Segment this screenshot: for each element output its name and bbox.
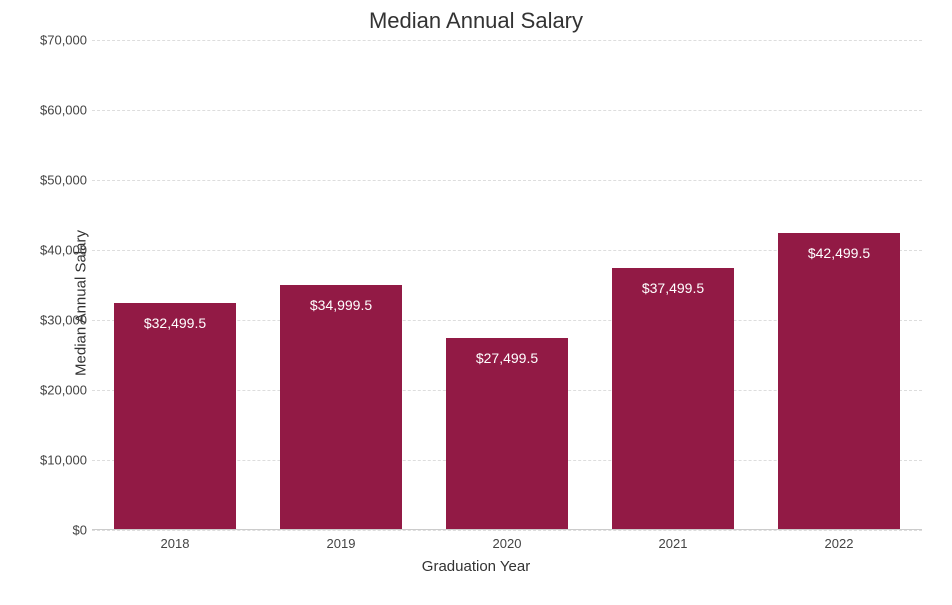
y-tick-label: $40,000 (27, 243, 87, 258)
bar: $34,999.5 (280, 285, 403, 530)
plot-area: $32,499.5 $34,999.5 $27,499.5 $37,499.5 $42,… (92, 40, 922, 530)
bar-value-label: $34,999.5 (280, 297, 403, 313)
y-tick-label: $0 (27, 523, 87, 538)
bar: $32,499.5 (114, 303, 237, 530)
x-tick-label: 2018 (161, 536, 190, 551)
bar-value-label: $42,499.5 (778, 245, 901, 261)
x-tick-label: 2021 (659, 536, 688, 551)
gridline (92, 180, 922, 181)
bar-value-label: $32,499.5 (114, 315, 237, 331)
x-axis-title: Graduation Year (0, 558, 952, 575)
y-tick-label: $70,000 (27, 33, 87, 48)
x-tick-label: 2019 (327, 536, 356, 551)
gridline (92, 530, 922, 531)
bar: $42,499.5 (778, 233, 901, 530)
y-tick-label: $30,000 (27, 313, 87, 328)
salary-bar-chart: Median Annual Salary Median Annual Salar… (0, 0, 952, 605)
bar: $37,499.5 (612, 268, 735, 530)
gridline (92, 40, 922, 41)
x-axis-line (92, 529, 922, 530)
x-tick-label: 2022 (825, 536, 854, 551)
bar: $27,499.5 (446, 338, 569, 530)
gridline (92, 110, 922, 111)
y-tick-label: $50,000 (27, 173, 87, 188)
y-tick-label: $20,000 (27, 383, 87, 398)
bar-value-label: $27,499.5 (446, 350, 569, 366)
y-tick-label: $60,000 (27, 103, 87, 118)
bar-value-label: $37,499.5 (612, 280, 735, 296)
y-tick-label: $10,000 (27, 453, 87, 468)
x-tick-label: 2020 (493, 536, 522, 551)
chart-title: Median Annual Salary (0, 8, 952, 34)
